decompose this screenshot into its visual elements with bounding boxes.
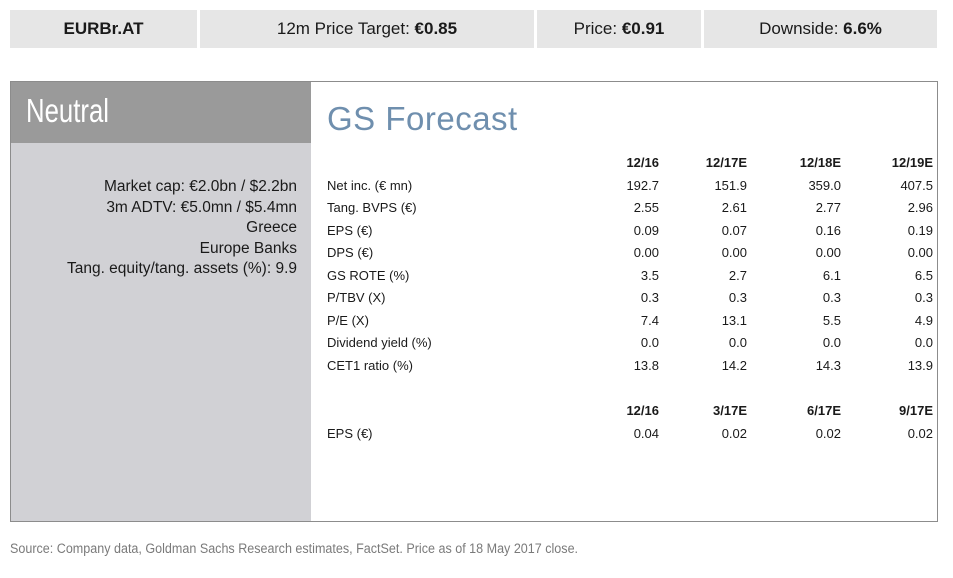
fact-sector: Europe Banks [199,239,297,257]
cell-value: 0.02 [907,425,933,441]
cell-value: 0.0 [914,335,933,350]
price-value: €0.91 [621,19,665,38]
cell-value: 0.00 [633,245,659,260]
cell-value: 2.7 [728,267,747,283]
cell-value: 0.04 [633,425,659,441]
row-label: DPS (€) [327,245,374,260]
forecast-title: GS Forecast [327,100,518,137]
column-header: 12/17E [705,155,747,170]
price-label: Price: [573,19,618,38]
row-label: Tang. BVPS (€) [327,200,417,215]
column-header: 9/17E [899,403,933,418]
downside-value: 6.6% [843,19,882,38]
cell-value: 13.1 [721,312,747,328]
cell-value: 6.5 [914,267,933,283]
cell-value: 5.5 [822,312,841,328]
row-label: EPS (€) [327,425,373,441]
ticker-cell: EURBr.AT [10,10,197,48]
cell-value: 0.02 [815,425,841,441]
cell-value: 0.19 [907,222,933,238]
cell-value: 7.4 [640,312,659,328]
cell-value: 3.5 [640,267,659,283]
cell-value: 0.02 [721,425,747,441]
rating: Neutral [26,92,109,129]
column-header: 12/19E [891,155,933,170]
rating-box: Neutral [11,82,311,143]
cell-value: 0.09 [633,222,659,238]
source-note: Source: Company data, Goldman Sachs Rese… [10,541,579,556]
cell-value: 13.8 [633,357,659,373]
key-facts: Market cap: €2.0bn / $2.2bn 3m ADTV: €5.… [67,177,297,280]
cell-value: 0.0 [640,335,659,350]
column-header: 3/17E [713,403,747,418]
row-label: P/E (X) [327,312,369,328]
cell-value: 0.3 [640,290,659,305]
cell-value: 0.07 [721,222,747,238]
row-label: Net inc. (€ mn) [327,177,413,193]
cell-value: 0.3 [728,290,747,305]
downside-label: Downside: [759,19,839,38]
main-panel: Neutral Market cap: €2.0bn / $2.2bn 3m A… [10,81,938,522]
row-label: EPS (€) [327,222,373,238]
cell-value: 359.0 [808,177,841,193]
price-target-value: €0.85 [414,19,458,38]
cell-value: 2.61 [721,200,747,215]
row-label: P/TBV (X) [327,290,386,305]
cell-value: 2.77 [815,200,841,215]
summary-column: Neutral Market cap: €2.0bn / $2.2bn 3m A… [11,82,311,521]
cell-value: 14.3 [815,357,841,373]
cell-value: 2.96 [907,200,933,215]
cell-value: 6.1 [822,267,841,283]
cell-value: 0.0 [728,335,747,350]
cell-value: 0.3 [822,290,841,305]
fact-country: Greece [246,219,297,236]
cell-value: 0.00 [815,245,841,260]
cell-value: 407.5 [900,177,933,193]
cell-value: 4.9 [914,312,933,328]
row-label: Dividend yield (%) [327,335,432,350]
cell-value: 14.2 [721,357,747,373]
row-label: GS ROTE (%) [327,267,410,283]
downside-cell: Downside: 6.6% [704,10,937,48]
row-label: CET1 ratio (%) [327,357,413,373]
price-target-cell: 12m Price Target: €0.85 [200,10,534,48]
column-header: 12/16 [626,403,659,418]
cell-value: 0.0 [822,335,841,350]
fact-tang-equity: Tang. equity/tang. assets (%): 9.9 [66,260,297,277]
cell-value: 0.3 [914,290,933,305]
fact-adtv: 3m ADTV: €5.0mn / $5.4mn [106,198,297,216]
price-target-label: 12m Price Target: [276,19,410,38]
column-header: 12/16 [626,155,659,170]
cell-value: 151.9 [714,177,747,193]
cell-value: 0.16 [815,222,841,238]
cell-value: 192.7 [626,177,659,193]
fact-market-cap: Market cap: €2.0bn / $2.2bn [103,178,297,195]
column-header: 12/18E [799,155,841,170]
price-cell: Price: €0.91 [537,10,701,48]
cell-value: 0.00 [907,245,933,260]
column-header: 6/17E [807,403,841,418]
cell-value: 13.9 [907,357,933,373]
ticker: EURBr.AT [63,19,144,38]
cell-value: 0.00 [721,245,747,260]
header-bar: EURBr.AT 12m Price Target: €0.85 Price: … [10,10,937,48]
cell-value: 2.55 [633,200,659,215]
